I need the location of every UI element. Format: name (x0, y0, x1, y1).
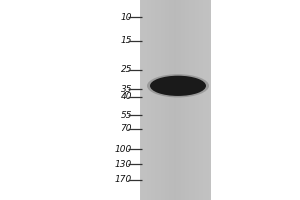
Bar (140, 0, 142, 200)
Bar (199, 0, 201, 200)
Bar (153, 0, 154, 200)
Bar (192, 0, 194, 200)
Bar (188, 0, 190, 200)
Bar (160, 0, 161, 200)
Bar (200, 0, 202, 200)
Bar (147, 0, 149, 200)
Bar (158, 0, 160, 200)
Bar (162, 0, 164, 200)
Text: 100: 100 (115, 145, 132, 154)
Bar (175, 0, 177, 200)
Bar (202, 0, 203, 200)
Bar (150, 0, 152, 200)
Ellipse shape (147, 74, 209, 97)
Bar (190, 0, 192, 200)
Text: 55: 55 (121, 111, 132, 120)
Text: 40: 40 (121, 92, 132, 101)
Bar (179, 0, 181, 200)
Bar (174, 0, 176, 200)
Bar (144, 0, 146, 200)
Text: 15: 15 (121, 36, 132, 45)
Bar (196, 0, 198, 200)
Bar (185, 0, 187, 200)
Bar (146, 0, 148, 200)
Text: 10: 10 (121, 13, 132, 22)
Bar (171, 0, 173, 200)
Text: 35: 35 (121, 85, 132, 94)
Bar (181, 0, 182, 200)
Bar (182, 0, 184, 200)
Bar (208, 0, 211, 200)
Text: 70: 70 (121, 124, 132, 133)
Bar (178, 0, 180, 200)
Bar (203, 0, 205, 200)
Bar (165, 0, 167, 200)
Text: 25: 25 (121, 65, 132, 74)
Bar (186, 0, 188, 200)
Bar (195, 0, 197, 200)
Bar (164, 0, 166, 200)
Bar (206, 0, 208, 200)
Bar (155, 0, 157, 200)
Text: 170: 170 (115, 175, 132, 184)
Bar (157, 0, 159, 200)
Bar (176, 0, 178, 200)
Bar (151, 0, 153, 200)
Bar (169, 0, 171, 200)
Bar (172, 0, 174, 200)
Ellipse shape (150, 76, 206, 96)
Bar (183, 0, 185, 200)
Bar (189, 0, 191, 200)
Bar (148, 0, 150, 200)
Bar (197, 0, 199, 200)
Bar (168, 0, 170, 200)
Bar (207, 0, 209, 200)
Bar (204, 0, 206, 200)
Text: 130: 130 (115, 160, 132, 169)
Bar (167, 0, 169, 200)
Bar (140, 0, 210, 200)
Bar (193, 0, 195, 200)
Bar (141, 0, 143, 200)
Bar (161, 0, 163, 200)
Bar (154, 0, 156, 200)
Bar (143, 0, 145, 200)
